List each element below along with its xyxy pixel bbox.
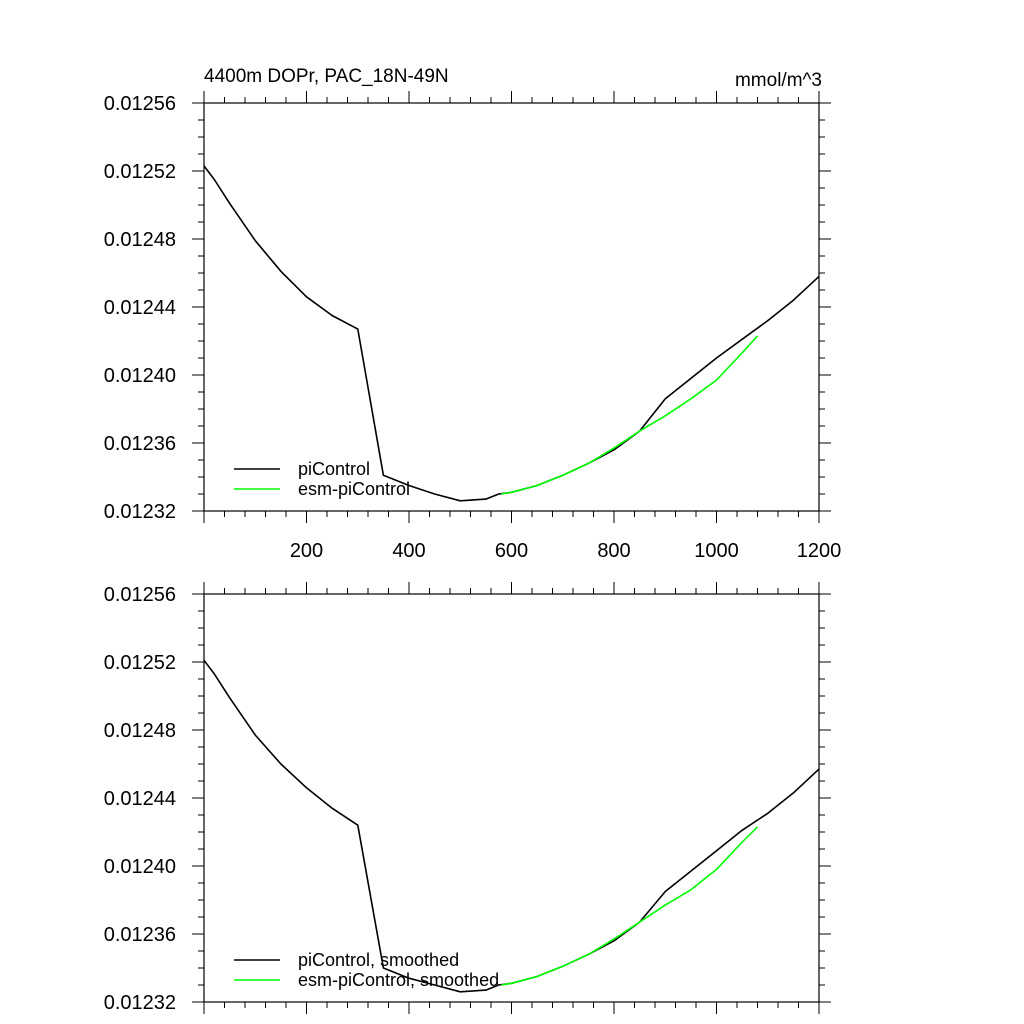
y-tick-label: 0.01248: [104, 720, 176, 742]
y-tick-label: 0.01240: [104, 856, 176, 878]
x-tick-label: 1200: [797, 540, 842, 562]
legend-label: piControl, smoothed: [298, 950, 459, 970]
y-tick-label: 0.01256: [104, 584, 176, 606]
y-tick-label: 0.01252: [104, 652, 176, 674]
x-tick-label: 800: [597, 540, 630, 562]
y-tick-label: 0.01252: [104, 161, 176, 183]
y-tick-label: 0.01232: [104, 501, 176, 523]
y-tick-label: 0.01236: [104, 924, 176, 946]
x-tick-label: 1000: [694, 540, 739, 562]
units-label: mmol/m^3: [735, 70, 822, 91]
bottom-panel: 0.01232 0.01236 0.01240 0.01244 0.01248 0.012…: [104, 582, 831, 1014]
chart-title: 4400m DOPr, PAC_18N-49N: [204, 66, 449, 87]
y-tick-label: 0.01244: [104, 788, 176, 810]
y-tick-label: 0.01248: [104, 229, 176, 251]
series-line: [501, 826, 759, 986]
series-line: [203, 165, 820, 502]
legend-label: piControl: [298, 459, 370, 479]
y-tick-label: 0.01256: [104, 93, 176, 115]
series-line: [501, 335, 759, 495]
y-tick-label: 0.01232: [104, 992, 176, 1014]
plot-frame: [203, 593, 820, 1003]
series-line: [203, 659, 820, 993]
x-tick-label: 200: [290, 540, 323, 562]
plot-frame: [203, 102, 820, 512]
y-tick-label: 0.01240: [104, 365, 176, 387]
x-tick-label: 600: [495, 540, 528, 562]
legend-label: esm-piControl, smoothed: [298, 970, 499, 990]
y-tick-label: 0.01236: [104, 433, 176, 455]
top-panel: 0.01232 0.01236 0.01240 0.01244 0.01248 0.012…: [104, 91, 842, 562]
x-tick-label: 400: [392, 540, 425, 562]
y-tick-label: 0.01244: [104, 297, 176, 319]
legend-label: esm-piControl: [298, 479, 410, 499]
